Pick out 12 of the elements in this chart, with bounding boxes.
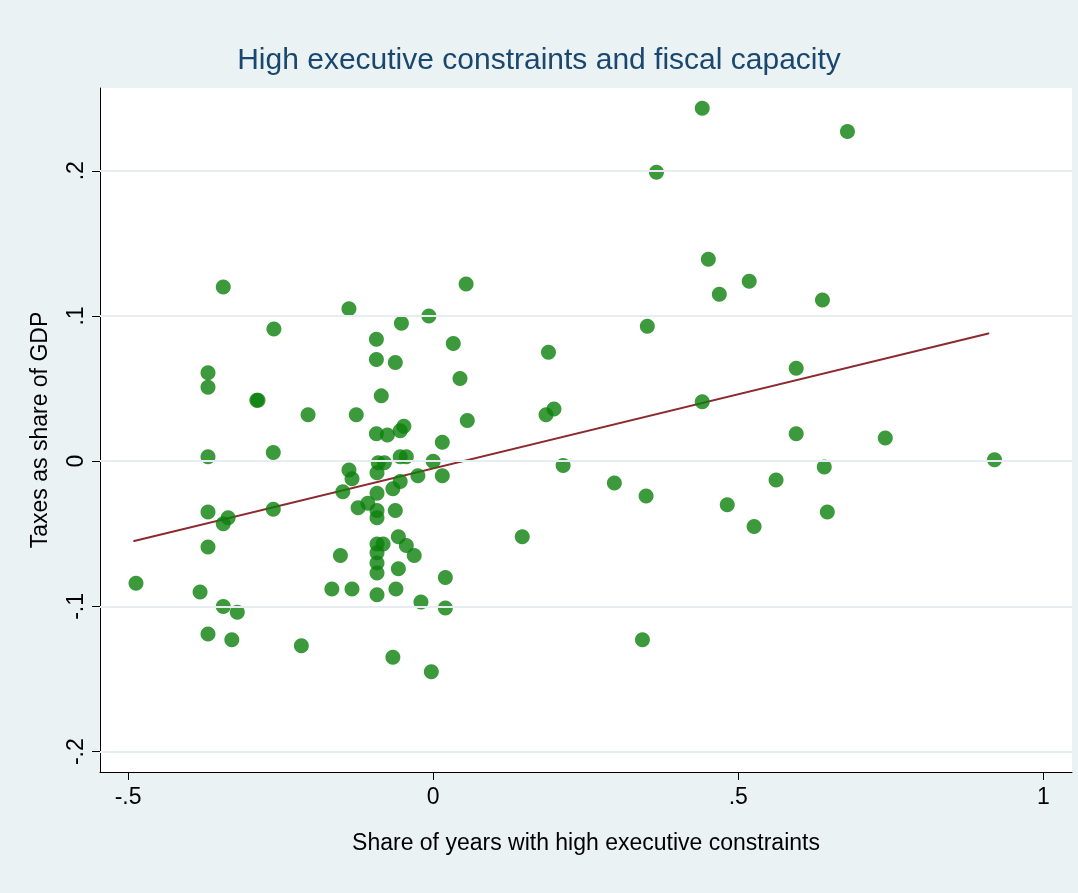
y-tick-label: .1 bbox=[61, 306, 88, 326]
x-tick-label: .5 bbox=[728, 782, 748, 809]
y-tick-label: 0 bbox=[61, 454, 88, 468]
x-axis-title: Share of years with high executive constraints bbox=[352, 828, 820, 855]
y-tick-label: .2 bbox=[61, 161, 88, 181]
x-tick-label: 1 bbox=[1036, 782, 1050, 809]
chart-title: High executive constraints and fiscal capacity bbox=[237, 41, 841, 75]
y-axis-title: Taxes as share of GDP bbox=[25, 311, 52, 549]
x-tick-label: 0 bbox=[426, 782, 440, 809]
x-tick-label: -.5 bbox=[114, 782, 142, 809]
y-tick-label: -.1 bbox=[61, 593, 88, 620]
y-tick-label: -.2 bbox=[61, 738, 88, 766]
